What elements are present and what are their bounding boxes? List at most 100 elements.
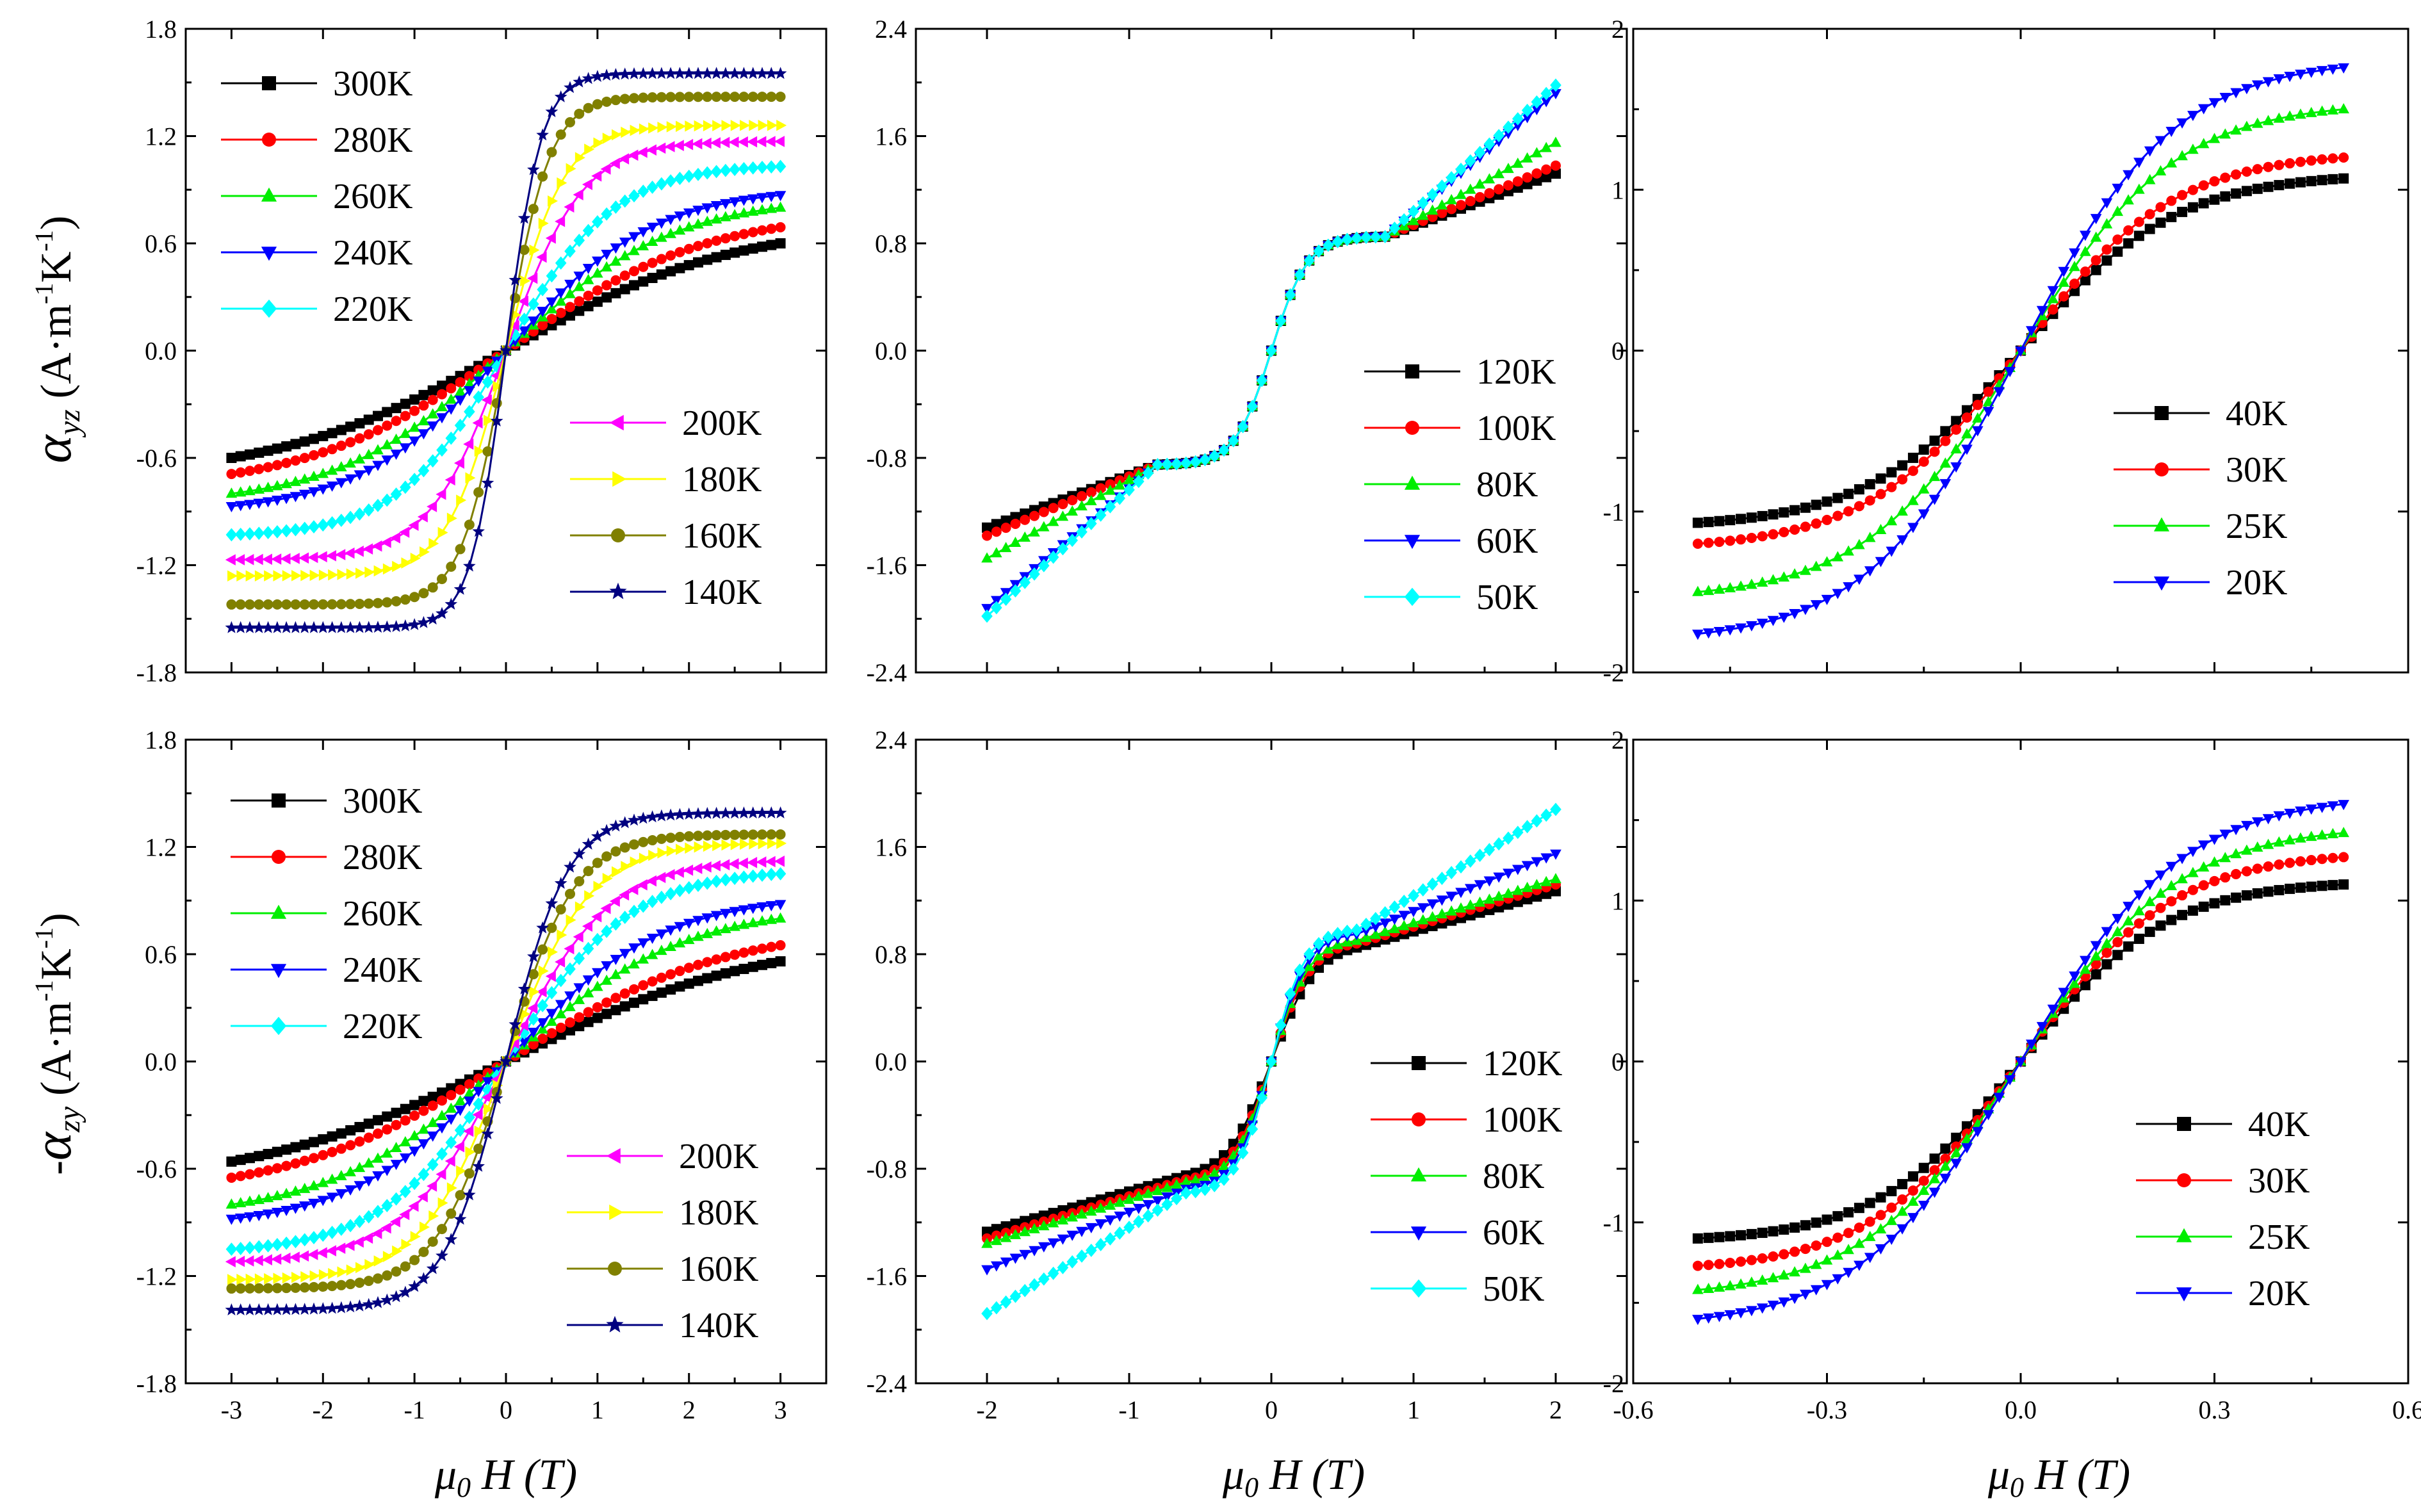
data-point <box>1724 625 1736 636</box>
data-point <box>317 484 329 495</box>
data-point <box>290 1142 301 1153</box>
data-point <box>253 483 265 494</box>
data-point <box>756 204 768 215</box>
data-point <box>262 1239 274 1253</box>
data-point <box>463 1125 474 1137</box>
data-point <box>318 1150 329 1160</box>
data-point <box>289 1203 302 1214</box>
data-point <box>244 527 256 541</box>
row-2-ylabel-exp1: -1 <box>29 980 58 1001</box>
data-point <box>738 963 749 974</box>
data-point <box>1541 172 1552 183</box>
data-point <box>444 1233 458 1245</box>
data-point <box>673 866 684 878</box>
data-point <box>1768 1226 1779 1237</box>
data-point <box>1104 484 1116 495</box>
data-point <box>2123 902 2134 913</box>
data-point <box>1095 1202 1107 1213</box>
data-point <box>1540 875 1552 886</box>
data-point <box>2316 802 2328 813</box>
data-point <box>391 1107 402 1118</box>
data-point <box>610 95 621 106</box>
data-point <box>2306 155 2317 166</box>
data-point <box>621 861 632 872</box>
data-point <box>1843 582 1854 593</box>
data-point <box>1066 1255 1078 1269</box>
data-point <box>427 501 437 512</box>
data-point <box>335 549 346 560</box>
data-point <box>1047 550 1059 564</box>
data-point <box>453 1141 464 1153</box>
data-point <box>389 532 400 544</box>
data-point <box>775 92 786 102</box>
legend-label: 300K <box>333 64 412 104</box>
row-2-ylabel-unit: (A·m <box>31 1002 80 1107</box>
data-point <box>2219 93 2231 104</box>
data-point <box>683 243 694 254</box>
data-point <box>2327 852 2338 863</box>
data-point <box>991 519 1002 530</box>
data-point <box>2306 175 2317 186</box>
data-point <box>1725 515 1736 526</box>
data-point <box>1800 521 1811 532</box>
data-point <box>335 1242 346 1255</box>
data-point <box>318 1281 329 1292</box>
data-point <box>245 1169 255 1180</box>
legend-marker <box>262 76 276 90</box>
data-point <box>701 913 713 924</box>
data-point <box>610 1005 621 1016</box>
data-point <box>1746 1255 1757 1265</box>
data-point <box>381 493 393 507</box>
data-point <box>2144 880 2156 891</box>
data-point <box>1800 564 1811 575</box>
data-point <box>346 568 357 580</box>
data-point <box>1360 917 1372 931</box>
data-point <box>583 290 594 301</box>
data-point <box>710 67 723 79</box>
data-point <box>354 1162 366 1173</box>
data-point <box>1123 1207 1135 1218</box>
data-point <box>1133 1215 1145 1228</box>
data-point <box>1789 609 1800 620</box>
data-point <box>446 561 457 572</box>
data-point <box>765 202 778 213</box>
x-tick-label: 2 <box>683 1395 696 1424</box>
data-point <box>2338 63 2349 74</box>
x-tick-label: 3 <box>774 1395 787 1424</box>
data-point <box>720 968 731 979</box>
data-point <box>420 546 430 558</box>
data-point <box>473 1087 484 1098</box>
data-point <box>1822 1214 1832 1225</box>
data-point <box>2069 991 2080 1002</box>
data-point <box>381 1166 393 1176</box>
data-point <box>298 621 311 633</box>
y-tick-label: -2 <box>1603 1369 1624 1398</box>
data-point <box>290 599 301 610</box>
data-point <box>1550 873 1561 884</box>
data-point <box>484 414 494 427</box>
data-point <box>263 1149 273 1160</box>
data-point <box>1886 1185 1897 1196</box>
data-point <box>1483 843 1496 857</box>
data-point <box>1086 494 1097 505</box>
data-point <box>1133 1191 1145 1201</box>
data-point <box>665 925 676 936</box>
data-point <box>1810 560 1822 571</box>
data-point <box>711 830 722 841</box>
data-point <box>345 457 356 468</box>
data-point <box>472 1109 483 1121</box>
data-point <box>756 160 768 174</box>
data-point <box>1789 524 1800 535</box>
data-point <box>298 1303 311 1315</box>
data-point <box>1735 623 1747 634</box>
data-point <box>509 1018 522 1030</box>
data-point <box>981 604 993 615</box>
xlabel-right: μ0 H (T) <box>1987 1450 2130 1503</box>
data-point <box>482 1083 494 1097</box>
data-point <box>409 1176 420 1191</box>
data-point <box>546 1009 558 1020</box>
data-point <box>2284 808 2295 819</box>
data-point <box>601 207 612 221</box>
data-point <box>2273 112 2285 123</box>
